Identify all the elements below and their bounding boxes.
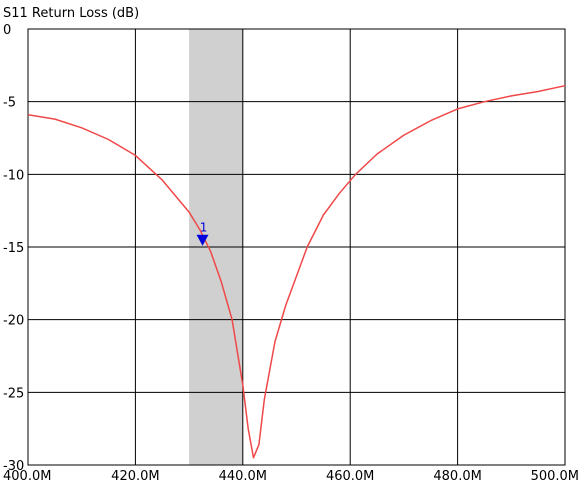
x-tick-label: 440.0M <box>219 469 267 484</box>
x-tick-label: 420.0M <box>111 469 159 484</box>
y-tick-label: -20 <box>3 314 24 329</box>
x-tick-label: 460.0M <box>326 469 374 484</box>
y-tick-label: -30 <box>3 459 24 474</box>
marker-1-triangle <box>196 234 209 246</box>
marker-1-label: 1 <box>200 221 208 235</box>
series-line-0 <box>27 84 566 459</box>
y-tick-label: -10 <box>3 168 24 183</box>
y-tick-label: -15 <box>3 241 24 256</box>
plot-frame <box>27 28 566 466</box>
x-tick-label: 500.0M <box>531 469 579 484</box>
x-tick-label: 400.0M <box>3 469 51 484</box>
y-tick-label: -25 <box>3 386 24 401</box>
series-layer <box>27 84 566 459</box>
x-tick-label: 480.0M <box>433 469 481 484</box>
grid-layer <box>27 28 566 466</box>
y-tick-label: -5 <box>3 96 16 111</box>
chart-title: S11 Return Loss (dB) <box>3 6 139 21</box>
marker-layer: 1 <box>196 221 209 246</box>
y-tick-label: 0 <box>3 23 11 38</box>
